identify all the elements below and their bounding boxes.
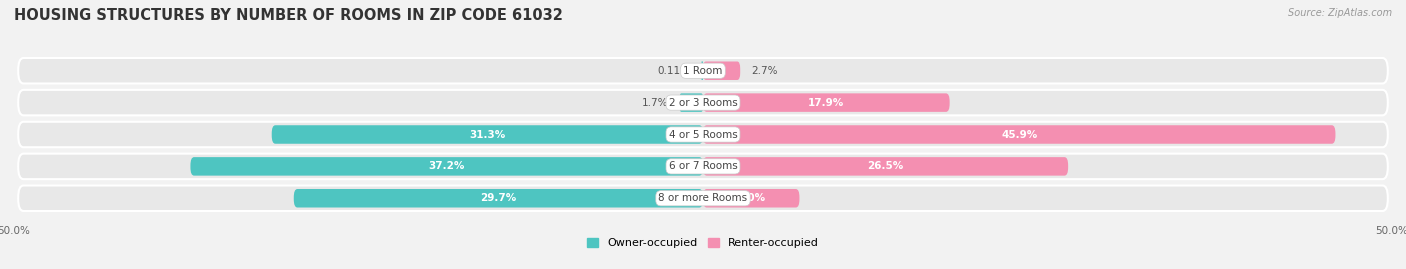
FancyBboxPatch shape (294, 189, 703, 207)
FancyBboxPatch shape (679, 93, 703, 112)
Text: 8 or more Rooms: 8 or more Rooms (658, 193, 748, 203)
FancyBboxPatch shape (703, 157, 1069, 176)
Text: 31.3%: 31.3% (470, 129, 506, 140)
Text: 26.5%: 26.5% (868, 161, 904, 171)
Text: 4 or 5 Rooms: 4 or 5 Rooms (669, 129, 737, 140)
Text: 2.7%: 2.7% (751, 66, 778, 76)
FancyBboxPatch shape (190, 157, 703, 176)
Text: 2 or 3 Rooms: 2 or 3 Rooms (669, 98, 737, 108)
FancyBboxPatch shape (703, 189, 800, 207)
Text: 0.11%: 0.11% (658, 66, 690, 76)
FancyBboxPatch shape (702, 62, 703, 80)
FancyBboxPatch shape (18, 90, 1388, 115)
Text: 37.2%: 37.2% (429, 161, 465, 171)
Text: 7.0%: 7.0% (737, 193, 766, 203)
Text: 45.9%: 45.9% (1001, 129, 1038, 140)
FancyBboxPatch shape (703, 93, 949, 112)
Text: 6 or 7 Rooms: 6 or 7 Rooms (669, 161, 737, 171)
FancyBboxPatch shape (703, 125, 1336, 144)
FancyBboxPatch shape (18, 186, 1388, 211)
FancyBboxPatch shape (271, 125, 703, 144)
Text: HOUSING STRUCTURES BY NUMBER OF ROOMS IN ZIP CODE 61032: HOUSING STRUCTURES BY NUMBER OF ROOMS IN… (14, 8, 562, 23)
FancyBboxPatch shape (18, 122, 1388, 147)
Text: 17.9%: 17.9% (808, 98, 845, 108)
Text: 1 Room: 1 Room (683, 66, 723, 76)
FancyBboxPatch shape (703, 62, 740, 80)
Text: Source: ZipAtlas.com: Source: ZipAtlas.com (1288, 8, 1392, 18)
FancyBboxPatch shape (18, 58, 1388, 83)
Legend: Owner-occupied, Renter-occupied: Owner-occupied, Renter-occupied (582, 233, 824, 253)
Text: 29.7%: 29.7% (481, 193, 516, 203)
FancyBboxPatch shape (18, 154, 1388, 179)
Text: 1.7%: 1.7% (643, 98, 669, 108)
